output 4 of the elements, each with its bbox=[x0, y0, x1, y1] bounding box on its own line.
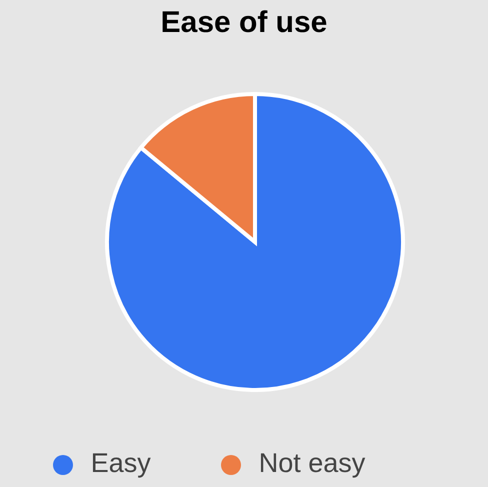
legend-label: Not easy bbox=[258, 448, 366, 478]
pie-slice bbox=[105, 92, 405, 392]
chart-title: Ease of use bbox=[160, 6, 328, 40]
legend-label: Easy bbox=[90, 448, 151, 478]
